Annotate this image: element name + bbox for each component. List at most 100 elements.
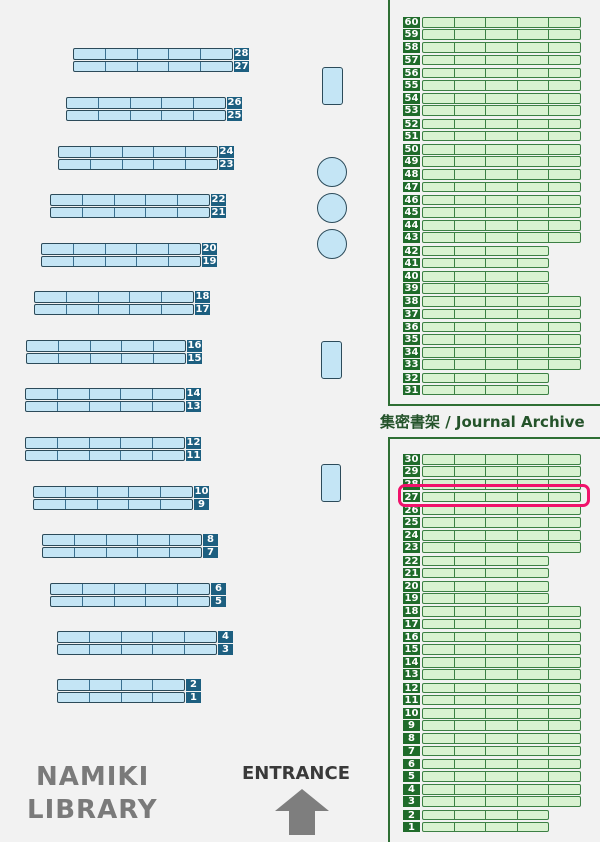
- general-shelf-10[interactable]: [33, 486, 193, 498]
- round-table[interactable]: [317, 157, 347, 187]
- journal-shelf-60[interactable]: [422, 17, 581, 28]
- journal-shelf-27[interactable]: [422, 491, 581, 503]
- journal-shelf-36[interactable]: [422, 321, 581, 333]
- journal-shelf-21[interactable]: [422, 567, 549, 579]
- journal-shelf-32[interactable]: [422, 372, 549, 384]
- general-shelf-24[interactable]: [58, 146, 218, 158]
- general-shelf-14[interactable]: [25, 388, 185, 400]
- journal-shelf-58[interactable]: [422, 42, 581, 53]
- journal-shelf-35[interactable]: [422, 334, 581, 345]
- general-shelf-28[interactable]: [73, 48, 233, 60]
- journal-shelf-18[interactable]: [422, 606, 581, 617]
- journal-shelf-43[interactable]: [422, 232, 581, 243]
- journal-shelf-40[interactable]: [422, 271, 549, 282]
- general-shelf-8[interactable]: [42, 534, 202, 546]
- journal-shelf-46[interactable]: [422, 194, 581, 206]
- journal-shelf-23[interactable]: [422, 542, 581, 553]
- journal-shelf-33[interactable]: [422, 359, 581, 370]
- shelf-section: [423, 772, 455, 781]
- general-shelf-11[interactable]: [25, 449, 185, 461]
- general-shelf-27[interactable]: [73, 60, 233, 72]
- general-shelf-5[interactable]: [50, 595, 210, 607]
- journal-shelf-4[interactable]: [422, 784, 581, 795]
- journal-shelf-6[interactable]: [422, 758, 581, 770]
- general-shelf-12[interactable]: [25, 437, 185, 449]
- shelf-section: [518, 247, 549, 256]
- general-shelf-15[interactable]: [26, 352, 186, 364]
- journal-shelf-24[interactable]: [422, 530, 581, 541]
- journal-shelf-13[interactable]: [422, 669, 581, 680]
- shelf-section: [423, 518, 455, 527]
- journal-shelf-44[interactable]: [422, 220, 581, 231]
- journal-shelf-14[interactable]: [422, 657, 581, 668]
- journal-shelf-22[interactable]: [422, 555, 549, 567]
- journal-shelf-57[interactable]: [422, 54, 581, 66]
- shelf-section: [455, 94, 487, 103]
- journal-shelf-45[interactable]: [422, 207, 581, 218]
- general-shelf-1[interactable]: [57, 691, 185, 703]
- journal-shelf-47[interactable]: [422, 181, 581, 193]
- journal-shelf-16[interactable]: [422, 631, 581, 643]
- journal-shelf-59[interactable]: [422, 29, 581, 40]
- journal-shelf-53[interactable]: [422, 105, 581, 116]
- journal-shelf-30[interactable]: [422, 454, 581, 465]
- general-shelf-6[interactable]: [50, 583, 210, 595]
- journal-shelf-51[interactable]: [422, 130, 581, 142]
- journal-shelf-8[interactable]: [422, 733, 581, 744]
- journal-shelf-7[interactable]: [422, 745, 581, 757]
- table[interactable]: [321, 341, 342, 379]
- journal-shelf-25[interactable]: [422, 517, 581, 528]
- journal-shelf-12[interactable]: [422, 682, 581, 694]
- journal-shelf-34[interactable]: [422, 347, 581, 358]
- journal-shelf-10[interactable]: [422, 708, 581, 719]
- table[interactable]: [321, 464, 341, 502]
- round-table[interactable]: [317, 229, 347, 259]
- journal-shelf-48[interactable]: [422, 169, 581, 180]
- journal-shelf-41[interactable]: [422, 257, 549, 269]
- general-shelf-9[interactable]: [33, 498, 193, 510]
- journal-shelf-5[interactable]: [422, 771, 581, 782]
- journal-shelf-17[interactable]: [422, 618, 581, 630]
- general-shelf-7[interactable]: [42, 546, 202, 558]
- journal-shelf-39[interactable]: [422, 283, 549, 294]
- shelf-section: [122, 680, 154, 690]
- shelf-section: [455, 695, 487, 705]
- journal-shelf-1[interactable]: [422, 821, 549, 833]
- general-shelf-13[interactable]: [25, 400, 185, 412]
- general-shelf-23[interactable]: [58, 158, 218, 170]
- general-shelf-18[interactable]: [34, 291, 194, 303]
- general-shelf-26[interactable]: [66, 97, 226, 109]
- journal-shelf-52[interactable]: [422, 118, 581, 130]
- journal-shelf-38[interactable]: [422, 296, 581, 307]
- journal-shelf-37[interactable]: [422, 308, 581, 320]
- general-shelf-3[interactable]: [57, 643, 217, 655]
- journal-shelf-31[interactable]: [422, 384, 549, 396]
- journal-shelf-56[interactable]: [422, 67, 581, 79]
- general-shelf-16[interactable]: [26, 340, 186, 352]
- journal-shelf-2[interactable]: [422, 809, 549, 821]
- journal-shelf-9[interactable]: [422, 720, 581, 731]
- general-shelf-20[interactable]: [41, 243, 201, 255]
- shelf-section: [98, 487, 130, 497]
- general-shelf-25[interactable]: [66, 109, 226, 121]
- journal-shelf-49[interactable]: [422, 156, 581, 167]
- shelf-section: [486, 734, 518, 743]
- general-shelf-22[interactable]: [50, 194, 210, 206]
- table[interactable]: [322, 67, 343, 105]
- journal-shelf-55[interactable]: [422, 80, 581, 91]
- journal-shelf-50[interactable]: [422, 144, 581, 155]
- journal-shelf-15[interactable]: [422, 644, 581, 655]
- journal-shelf-3[interactable]: [422, 796, 581, 807]
- general-shelf-21[interactable]: [50, 206, 210, 218]
- general-shelf-2[interactable]: [57, 679, 185, 691]
- journal-shelf-20[interactable]: [422, 581, 549, 592]
- round-table[interactable]: [317, 193, 347, 223]
- general-shelf-17[interactable]: [34, 303, 194, 315]
- general-shelf-19[interactable]: [41, 255, 201, 267]
- journal-shelf-19[interactable]: [422, 593, 549, 604]
- journal-shelf-29[interactable]: [422, 466, 581, 477]
- journal-shelf-54[interactable]: [422, 93, 581, 104]
- general-shelf-4[interactable]: [57, 631, 217, 643]
- journal-shelf-11[interactable]: [422, 694, 581, 706]
- journal-shelf-42[interactable]: [422, 245, 549, 257]
